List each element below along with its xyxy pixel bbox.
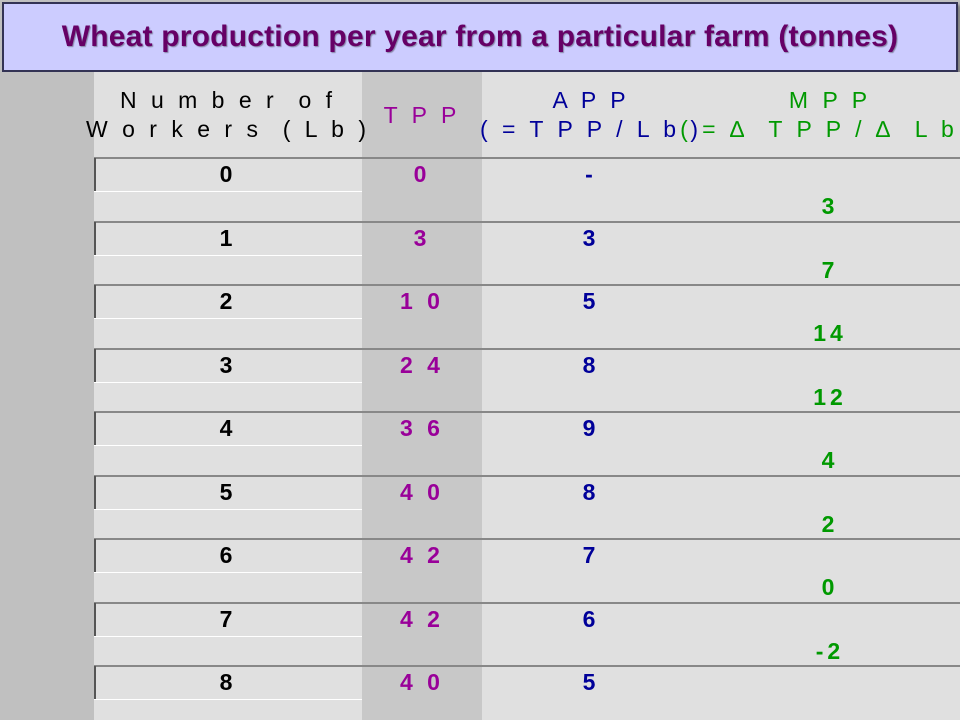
workers-cell: 1 <box>219 224 237 251</box>
row-separator <box>94 347 960 350</box>
left-margin <box>0 72 94 720</box>
mpp-cell: 7 <box>821 256 839 283</box>
mpp-cell: 4 <box>821 447 839 473</box>
row-separator <box>94 601 960 604</box>
row-gap-line <box>94 635 362 637</box>
tpp-cell: 2 4 <box>400 351 444 378</box>
mpp-cell: -2 <box>815 637 845 664</box>
tpp-cell: 4 0 <box>400 669 444 695</box>
workers-cell: 8 <box>219 669 237 695</box>
header-workers: N u m b e r o f W o r k e r s ( L b ) <box>86 87 366 142</box>
app-cell: - <box>585 161 597 187</box>
row-separator <box>94 157 960 159</box>
app-cell: 6 <box>582 605 600 632</box>
mpp-column <box>700 72 960 720</box>
row-edge <box>94 539 96 572</box>
app-cell: 8 <box>582 351 600 378</box>
tpp-cell: 1 0 <box>400 288 444 314</box>
app-cell: 8 <box>582 478 600 505</box>
mpp-cell: 3 <box>821 193 839 219</box>
app-cell: 3 <box>582 224 600 251</box>
workers-cell: 0 <box>219 161 237 187</box>
app-cell: 5 <box>582 669 600 695</box>
row-gap-line <box>94 508 362 510</box>
tpp-cell: 4 0 <box>400 478 444 505</box>
page-title: Wheat production per year from a particu… <box>61 20 899 53</box>
row-edge <box>94 348 96 382</box>
tpp-cell: 0 <box>413 161 431 187</box>
tpp-cell: 3 6 <box>400 415 444 441</box>
workers-cell: 6 <box>219 542 237 568</box>
app-cell: 9 <box>582 415 600 441</box>
row-separator <box>94 538 960 540</box>
header-mpp: M P P ( = ∆ T P P / ∆ L b ) <box>680 87 958 142</box>
tpp-cell: 4 2 <box>400 605 444 632</box>
header-app: A P P ( = T P P / L b ) <box>479 87 703 142</box>
tpp-column <box>362 72 482 720</box>
row-edge <box>94 666 96 699</box>
mpp-cell: 12 <box>813 383 847 410</box>
row-separator <box>94 284 960 286</box>
row-gap-line <box>94 254 362 256</box>
row-gap-line <box>94 381 362 383</box>
app-cell: 5 <box>582 288 600 314</box>
row-separator <box>94 474 960 477</box>
row-gap-line <box>94 318 362 319</box>
tpp-cell: 3 <box>413 224 431 251</box>
workers-cell: 7 <box>219 605 237 632</box>
row-gap-line <box>94 445 362 446</box>
workers-cell: 3 <box>219 351 237 378</box>
production-table: N u m b e r o f W o r k e r s ( L b ) T … <box>86 72 960 720</box>
app-column <box>482 72 700 720</box>
mpp-cell: 14 <box>813 320 847 346</box>
row-edge <box>94 412 96 445</box>
header-tpp: T P P <box>383 101 461 128</box>
row-edge <box>94 475 96 509</box>
row-separator <box>94 411 960 413</box>
row-separator <box>94 665 960 667</box>
row-edge <box>94 221 96 255</box>
row-gap-line <box>94 699 362 700</box>
workers-column <box>94 72 362 720</box>
workers-cell: 5 <box>219 478 237 505</box>
row-edge <box>94 602 96 636</box>
row-separator <box>94 220 960 223</box>
title-banner: Wheat production per year from a particu… <box>2 2 958 72</box>
mpp-cell: 2 <box>821 510 839 537</box>
row-edge <box>94 158 96 191</box>
row-gap-line <box>94 572 362 573</box>
row-edge <box>94 285 96 318</box>
app-cell: 7 <box>582 542 600 568</box>
workers-cell: 2 <box>219 288 237 314</box>
workers-cell: 4 <box>219 415 237 441</box>
row-gap-line <box>94 191 362 192</box>
tpp-cell: 4 2 <box>400 542 444 568</box>
mpp-cell: 0 <box>821 574 839 600</box>
